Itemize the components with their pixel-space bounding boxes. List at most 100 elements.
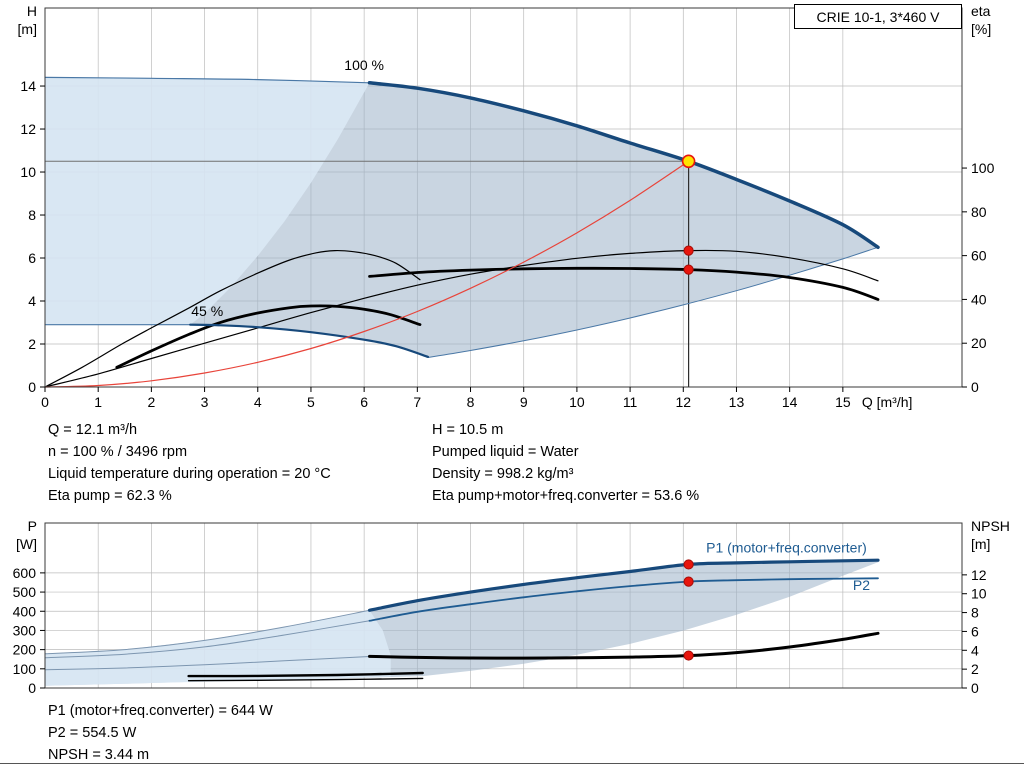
eta-total-point-marker bbox=[683, 264, 694, 275]
duty-data-right: H = 10.5 m Pumped liquid = Water Density… bbox=[432, 419, 699, 507]
p2-point-marker bbox=[683, 576, 694, 587]
info-line-eta-pump: Eta pump = 62.3 % bbox=[48, 488, 172, 504]
y-right-axis-title: eta bbox=[971, 3, 991, 19]
info-line-liquid: Pumped liquid = Water bbox=[432, 444, 579, 460]
info-line-temperature: Liquid temperature during operation = 20… bbox=[48, 466, 331, 482]
series-system-curve bbox=[44, 160, 690, 388]
tick-label: 8 bbox=[467, 394, 475, 410]
info-line-q: Q = 12.1 m³/h bbox=[48, 422, 138, 438]
series-envelope-upper-edge-left bbox=[44, 609, 370, 655]
tick-label: 3 bbox=[201, 394, 209, 410]
tick-label: 8 bbox=[971, 605, 979, 621]
eta-pump-point-marker bbox=[683, 245, 694, 256]
tick-label: 13 bbox=[729, 394, 745, 410]
tick-label: 0 bbox=[28, 680, 36, 696]
series-p2-min-speed bbox=[187, 677, 424, 682]
envelope-left-light bbox=[45, 77, 370, 325]
tick-label: 4 bbox=[254, 394, 262, 410]
tick-label: 14 bbox=[20, 78, 36, 94]
info-line-eta-total: Eta pump+motor+freq.converter = 53.6 % bbox=[432, 488, 700, 504]
tick-label: 2 bbox=[147, 394, 155, 410]
tick-label: 4 bbox=[28, 293, 36, 309]
tick-label: 15 bbox=[835, 394, 851, 410]
tick-label: 2 bbox=[971, 661, 979, 677]
series-eta-total-min bbox=[115, 304, 422, 369]
series-pump-curve-min-speed bbox=[189, 323, 430, 358]
tick-label: 0 bbox=[28, 379, 36, 395]
tick-label: 2 bbox=[28, 336, 36, 352]
tick-label: 200 bbox=[13, 642, 37, 658]
tick-label: 100 bbox=[971, 160, 995, 176]
pump-model-label: CRIE 10-1, 3*460 V bbox=[816, 8, 940, 25]
p1-point-marker bbox=[683, 559, 694, 570]
speed-45-label: 45 % bbox=[191, 303, 223, 319]
pump-model-badge: CRIE 10-1, 3*460 V bbox=[794, 4, 962, 29]
tick-label: 40 bbox=[971, 291, 987, 307]
tick-label: 14 bbox=[782, 394, 798, 410]
series-eta-total-100 bbox=[368, 266, 880, 301]
y-right-axis-unit: [m] bbox=[971, 536, 990, 552]
info-line-p1: P1 (motor+freq.converter) = 644 W bbox=[48, 703, 273, 719]
tick-label: 500 bbox=[13, 584, 37, 600]
tick-label: 80 bbox=[971, 204, 987, 220]
series-eta-pump-100 bbox=[44, 249, 879, 388]
y-right-axis-title: NPSH bbox=[971, 518, 1010, 534]
speed-100-label: 100 % bbox=[344, 57, 384, 73]
tick-label: 8 bbox=[28, 207, 36, 223]
series-max-speed-shutoff-edge bbox=[44, 76, 371, 84]
info-line-p2: P2 = 554.5 W bbox=[48, 725, 137, 741]
tick-label: 0 bbox=[971, 680, 979, 696]
tick-label: 60 bbox=[971, 248, 987, 264]
plot-border bbox=[44, 7, 963, 388]
tick-label: 0 bbox=[41, 394, 49, 410]
npsh-point-marker bbox=[683, 650, 694, 661]
tick-label: 6 bbox=[360, 394, 368, 410]
info-line-npsh: NPSH = 3.44 m bbox=[48, 747, 150, 763]
series-pump-curve-100 bbox=[367, 81, 880, 250]
plot-border bbox=[44, 522, 963, 689]
tick-label: 6 bbox=[28, 250, 36, 266]
y-left-axis-unit: [W] bbox=[16, 536, 37, 552]
power-envelope-left-light bbox=[45, 610, 391, 686]
series-p2-envelope-edge-left bbox=[44, 620, 370, 659]
tick-label: 10 bbox=[569, 394, 585, 410]
series-envelope-right-edge bbox=[427, 246, 879, 358]
tick-label: 300 bbox=[13, 622, 37, 638]
power-data-block: P1 (motor+freq.converter) = 644 W P2 = 5… bbox=[48, 700, 273, 766]
y-left-axis-title: P bbox=[28, 518, 37, 534]
p1-curve-label: P1 (motor+freq.converter) bbox=[706, 540, 867, 556]
p2-curve-label: P2 bbox=[853, 577, 870, 593]
tick-label: 12 bbox=[20, 121, 36, 137]
tick-label: 9 bbox=[520, 394, 528, 410]
tick-label: 6 bbox=[971, 623, 979, 639]
tick-label: 11 bbox=[623, 394, 638, 410]
tick-label: 0 bbox=[971, 379, 979, 395]
y-left-axis-unit: [m] bbox=[18, 21, 37, 37]
info-line-density: Density = 998.2 kg/m³ bbox=[432, 466, 574, 482]
duty-point-marker bbox=[681, 154, 696, 169]
info-line-speed: n = 100 % / 3496 rpm bbox=[48, 444, 188, 460]
info-line-h: H = 10.5 m bbox=[432, 422, 504, 438]
series-npsh-curve bbox=[368, 631, 880, 660]
tick-label: 7 bbox=[413, 394, 421, 410]
tick-label: 20 bbox=[971, 335, 987, 351]
tick-label: 100 bbox=[13, 661, 37, 677]
series-p1-min-speed bbox=[187, 671, 424, 678]
tick-label: 400 bbox=[13, 603, 37, 619]
series-p1-curve bbox=[367, 558, 880, 612]
qh-chart: 0 1 2 3 4 5 6 7 8 9 10 11 12 13 14 15024681012140204060… bbox=[18, 3, 995, 410]
tick-label: 12 bbox=[971, 567, 987, 583]
tick-label: 12 bbox=[675, 394, 691, 410]
x-axis-title: Q [m³/h] bbox=[862, 394, 913, 410]
y-left-axis-title: H bbox=[27, 3, 37, 19]
series-eta-pump-min bbox=[44, 249, 421, 388]
series-npsh-edge-left bbox=[44, 656, 370, 671]
duty-data-left: Q = 12.1 m³/h n = 100 % / 3496 rpm Liqui… bbox=[48, 419, 331, 507]
tick-label: 10 bbox=[20, 164, 36, 180]
tick-label: 600 bbox=[13, 565, 37, 581]
tick-label: 1 bbox=[94, 394, 102, 410]
series-p2-curve bbox=[368, 577, 879, 622]
tick-label: 4 bbox=[971, 642, 979, 658]
